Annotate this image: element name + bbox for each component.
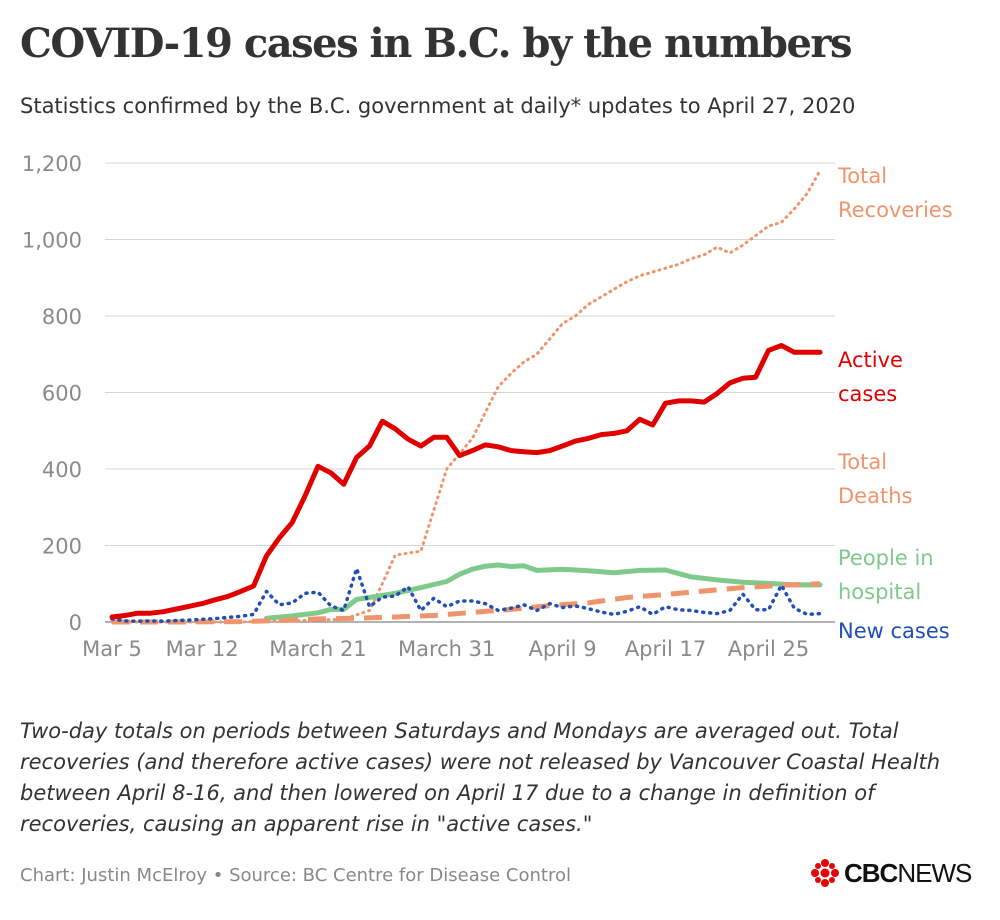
source-credit: Chart: Justin McElroy • Source: BC Centr…: [20, 865, 571, 886]
series-label-total-recoveries: Total Recoveries: [837, 164, 953, 222]
y-tick-label: 0: [69, 611, 82, 635]
x-tick-label: Mar 5: [82, 637, 142, 661]
series-label-line: Total: [837, 450, 887, 474]
series-label-line: Recoveries: [838, 198, 953, 222]
series-line-total-deaths: [112, 581, 821, 625]
footnote: Two-day totals on periods between Saturd…: [20, 719, 941, 836]
x-tick-label: March 31: [398, 637, 495, 661]
y-tick-label: 600: [42, 382, 82, 406]
y-tick-label: 1,000: [22, 229, 82, 253]
series-line-new-cases: [110, 566, 822, 623]
logo-text: CBCNEWS: [844, 857, 972, 889]
series-label-people-in-hospital: People in hospital: [838, 546, 934, 604]
x-tick-label: April 9: [529, 637, 597, 661]
series-label-line: New cases: [838, 619, 950, 643]
series-label-new-cases: New cases: [838, 619, 950, 643]
series-label-line: Active: [838, 348, 903, 372]
cbc-news-logo: CBCNEWS: [810, 857, 972, 889]
series-label-line: Total: [837, 164, 887, 188]
x-tick-label: Mar 12: [166, 637, 239, 661]
y-tick-label: 1,200: [22, 152, 82, 176]
logo-text-bold: CBC: [844, 857, 898, 888]
series-label-line: cases: [838, 382, 897, 406]
chart-subtitle: Statistics confirmed by the B.C. governm…: [20, 94, 856, 118]
series-label-active-cases: Active cases: [838, 348, 903, 406]
y-tick-label: 200: [42, 535, 82, 559]
x-tick-label: April 25: [728, 637, 809, 661]
series-line-active-cases: [109, 343, 823, 620]
cbc-gem-icon: [811, 859, 839, 887]
y-tick-label: 800: [42, 305, 82, 329]
series-label-line: People in: [838, 546, 934, 570]
x-tick-label: April 17: [625, 637, 706, 661]
y-tick-label: 400: [42, 458, 82, 482]
chart-title: COVID-19 cases in B.C. by the numbers: [20, 20, 853, 67]
series-label-total-deaths: Total Deaths: [837, 450, 912, 508]
series-label-line: Deaths: [838, 484, 912, 508]
logo-text-light: NEWS: [897, 857, 972, 888]
covid-line-chart: 0 200 400 600 800 1,000 1,200 Mar 5 Mar 12 March …: [22, 152, 953, 661]
series-line-people-in-hospital: [264, 562, 823, 621]
x-tick-label: March 21: [269, 637, 366, 661]
series-label-line: hospital: [838, 580, 921, 604]
